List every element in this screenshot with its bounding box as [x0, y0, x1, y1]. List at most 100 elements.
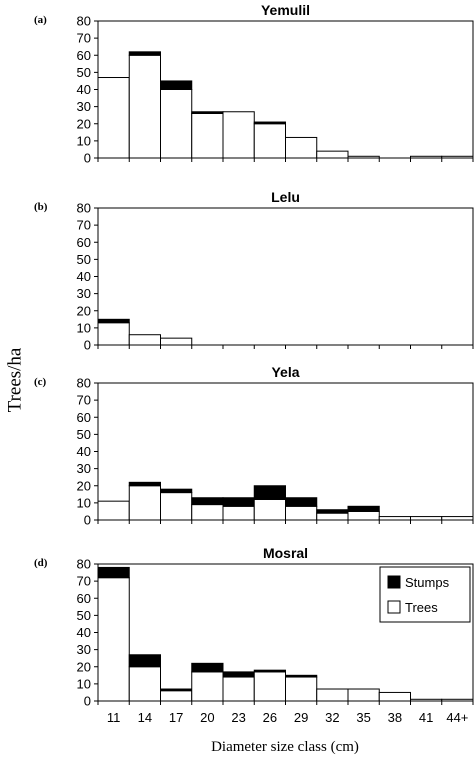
bar-trees	[316, 688, 349, 702]
panel-title: Lelu	[271, 189, 300, 205]
panel-4: Mosral (d) 0 10 20 30 40 50 60 70 80 11 14 17 20 23 26 29…	[34, 545, 474, 725]
bar-trees	[285, 136, 318, 159]
y-tick-label: 40	[77, 444, 91, 459]
y-axis-label: Trees/ha	[4, 347, 25, 412]
panel-label: (c)	[34, 376, 47, 388]
y-tick-label: 80	[77, 376, 91, 391]
y-tick-label: 70	[77, 218, 91, 233]
x-tick-label: 44+	[446, 710, 468, 725]
bar-trees	[222, 505, 255, 521]
y-tick-label: 80	[77, 201, 91, 216]
x-tick-label: 38	[388, 710, 402, 725]
x-tick-label: 11	[107, 710, 121, 725]
x-tick-label: 17	[169, 710, 183, 725]
y-tick-label: 60	[77, 591, 91, 606]
y-tick-label: 20	[77, 659, 91, 674]
x-axis-label: Diameter size class (cm)	[211, 739, 359, 755]
bar-trees	[378, 691, 411, 702]
bar-stumps	[222, 497, 255, 507]
y-tick-label: 60	[77, 48, 91, 63]
bar-stumps	[97, 318, 130, 324]
bar-stumps	[128, 51, 161, 56]
y-tick-label: 70	[77, 31, 91, 46]
x-tick-label: 20	[200, 710, 214, 725]
bar-trees	[160, 89, 193, 159]
bar-trees	[128, 54, 161, 159]
bar-stumps	[191, 662, 224, 673]
bar-trees	[128, 666, 161, 702]
bar-trees	[378, 516, 411, 521]
y-tick-label: 30	[77, 642, 91, 657]
y-tick-label: 60	[77, 235, 91, 250]
bar-trees	[316, 150, 349, 159]
x-tick-label: 35	[356, 710, 370, 725]
bar-trees	[347, 155, 380, 159]
y-tick-label: 40	[77, 269, 91, 284]
y-tick-label: 0	[84, 338, 91, 353]
bar-trees	[128, 334, 161, 346]
bar-trees	[160, 492, 193, 521]
y-tick-label: 50	[77, 252, 91, 267]
legend-stumps-swatch	[387, 575, 401, 589]
bar-stumps	[160, 80, 193, 90]
bar-stumps	[191, 111, 224, 114]
bar-trees	[160, 337, 193, 346]
y-tick-label: 60	[77, 410, 91, 425]
y-tick-label: 20	[77, 116, 91, 131]
bar-stumps	[253, 669, 286, 673]
bar-trees	[253, 671, 286, 702]
bar-stumps	[160, 488, 193, 494]
y-tick-label: 10	[77, 133, 91, 148]
panel-label: (b)	[34, 201, 48, 213]
y-tick-label: 10	[77, 495, 91, 510]
y-tick-label: 70	[77, 393, 91, 408]
y-tick-label: 30	[77, 286, 91, 301]
bar-trees	[410, 516, 443, 521]
bar-trees	[441, 698, 474, 702]
legend-trees-label: Trees	[405, 600, 438, 615]
bar-stumps	[347, 505, 380, 512]
bar-trees	[97, 500, 130, 521]
y-tick-label: 0	[84, 694, 91, 709]
x-tick-label: 41	[419, 710, 433, 725]
x-tick-label: 29	[294, 710, 308, 725]
y-tick-label: 50	[77, 65, 91, 80]
y-tick-label: 40	[77, 82, 91, 97]
y-tick-label: 70	[77, 574, 91, 589]
y-tick-label: 20	[77, 303, 91, 318]
bar-trees	[191, 504, 224, 521]
bar-stumps	[97, 566, 130, 579]
y-tick-label: 0	[84, 151, 91, 166]
bar-stumps	[253, 121, 286, 125]
bar-trees	[97, 322, 130, 346]
panel-2: Lelu (b) 0 10 20 30 40 50 60 70 80	[34, 189, 474, 353]
y-tick-label: 50	[77, 608, 91, 623]
bar-stumps	[160, 688, 193, 692]
bar-trees	[410, 698, 443, 702]
panel-title: Mosral	[263, 545, 308, 561]
bar-trees	[191, 112, 224, 159]
bar-stumps	[285, 497, 318, 507]
bar-stumps	[191, 497, 224, 506]
bar-trees	[253, 123, 286, 159]
bar-trees	[128, 485, 161, 521]
x-tick-label: 14	[138, 710, 152, 725]
bar-trees	[316, 512, 349, 521]
bar-trees	[347, 510, 380, 521]
bar-trees	[285, 505, 318, 521]
bar-trees	[285, 676, 318, 702]
panel-1: Yemulil (a) 0 10 20 30 40 50 60 70 80	[34, 2, 474, 166]
y-tick-label: 0	[84, 513, 91, 528]
bar-trees	[253, 498, 286, 521]
y-tick-label: 80	[77, 557, 91, 572]
bar-stumps	[285, 674, 318, 678]
bar-stumps	[128, 654, 161, 668]
bar-trees	[97, 77, 130, 159]
plot-frame	[97, 207, 474, 346]
panel-title: Yemulil	[261, 2, 310, 18]
bar-stumps	[316, 509, 349, 514]
bar-trees	[160, 690, 193, 702]
y-tick-label: 40	[77, 625, 91, 640]
bar-stumps	[222, 671, 255, 678]
y-tick-label: 30	[77, 461, 91, 476]
